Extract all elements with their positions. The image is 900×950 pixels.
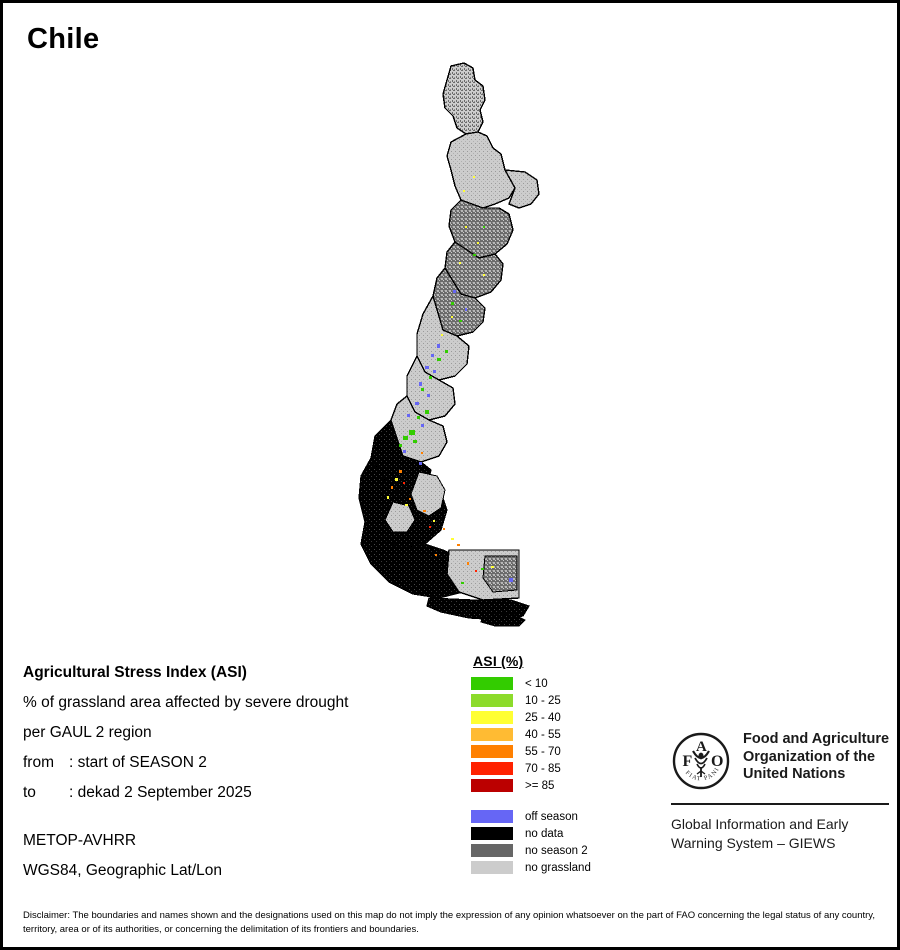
region-atacama-spur [503,169,540,209]
legend-label: no grassland [525,861,591,874]
legend-swatch [471,861,513,874]
fao-emblem-icon: F A O FIAT PANIS [671,731,731,791]
region-aysen-inland-2 [384,501,416,533]
asi-pixels-red [403,482,477,572]
legend-item: >= 85 [471,777,591,794]
page-title: Chile [27,23,100,55]
asi-pixels-orange [391,452,469,565]
legend-swatch [471,711,513,724]
giews-line-1: Global Information and Early [671,816,849,832]
giews-name: Global Information and Early Warning Sys… [671,815,893,853]
legend-label: 70 - 85 [525,762,561,775]
fao-branding: F A O FIAT PANIS Food and Agriculture [671,731,893,853]
asi-pixels-yellow [387,176,494,568]
legend-item: no data [471,825,591,842]
legend-swatch [471,728,513,741]
info-heading: Agricultural Stress Index (ASI) [23,664,247,681]
map-regions [358,62,540,627]
legend-title: ASI (%) [473,653,524,669]
legend-item: 40 - 55 [471,726,591,743]
legend-label: 55 - 70 [525,745,561,758]
legend-label: no season 2 [525,844,588,857]
to-value: : dekad 2 September 2025 [69,784,252,801]
legend-item: 70 - 85 [471,760,591,777]
legend-swatch [471,745,513,758]
region-antofagasta [446,131,516,209]
asi-pixels-blue [403,290,513,582]
legend-label: 40 - 55 [525,728,561,741]
from-value: : start of SEASON 2 [69,754,207,771]
legend-swatch [471,677,513,690]
fao-name-line-3: United Nations [743,766,846,782]
legend-item: off season [471,808,591,825]
fao-divider [671,803,889,805]
region-north-arica [442,62,486,135]
legend-item: 25 - 40 [471,709,591,726]
legend-label: off season [525,810,578,823]
legend-item: no season 2 [471,842,591,859]
info-to-row: to : dekad 2 September 2025 [23,778,348,808]
legend-label: < 10 [525,677,548,690]
region-los-lagos [390,394,448,463]
legend-item: no grassland [471,859,591,876]
region-metropolitana [432,266,486,337]
legend-item: 10 - 25 [471,692,591,709]
legend-label: no data [525,827,564,840]
svg-text:F: F [683,753,693,770]
legend-item: 55 - 70 [471,743,591,760]
to-label: to [23,784,36,801]
legend-swatch [471,694,513,707]
legend-swatch [471,779,513,792]
region-cape-horn [480,613,526,627]
giews-line-2: Warning System – GIEWS [671,835,836,851]
fao-name-line-2: Organization of the [743,748,876,765]
fao-name-line-1: Food and Agriculture [743,731,890,747]
legend-swatch [471,827,513,840]
region-coquimbo [444,241,504,299]
svg-text:O: O [711,753,723,770]
region-steppe-dark [482,555,518,593]
fao-name: Food and Agriculture Organization of the… [743,731,889,784]
sensor-label: METOP-AVHRR [23,832,137,849]
legend-spacer [471,794,591,808]
info-from-row: from : start of SEASON 2 [23,748,348,778]
fao-logo-row: F A O FIAT PANIS Food and Agriculture [671,731,893,791]
info-line-3: per GAUL 2 region [23,724,152,741]
region-aysen-inland [410,471,446,517]
chile-map [333,58,593,628]
info-line-2: % of grassland area affected by severe d… [23,694,349,711]
region-maule [416,294,470,381]
legend-label: 25 - 40 [525,711,561,724]
info-spacer [23,808,348,826]
svg-text:A: A [696,739,707,755]
legend-swatch [471,810,513,823]
legend: ASI (%) < 10 10 - 25 25 - 40 40 - 55 55 … [471,653,591,876]
from-label: from [23,754,54,771]
legend-label: 10 - 25 [525,694,561,707]
projection-label: WGS84, Geographic Lat/Lon [23,862,223,879]
legend-swatch [471,762,513,775]
asi-pixels-green [399,226,485,584]
info-block: Agricultural Stress Index (ASI) % of gra… [23,658,348,886]
disclaimer: Disclaimer: The boundaries and names sho… [23,910,875,935]
legend-status-classes: off season no data no season 2 no grassl… [471,808,591,876]
legend-swatch [471,844,513,857]
legend-item: < 10 [471,675,591,692]
legend-label: >= 85 [525,779,555,792]
legend-classes: < 10 10 - 25 25 - 40 40 - 55 55 - 70 70 … [471,675,591,794]
